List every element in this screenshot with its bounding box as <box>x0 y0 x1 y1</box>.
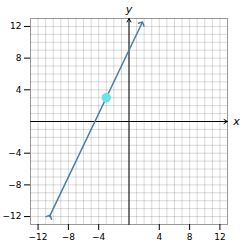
svg-text:−4: −4 <box>92 232 106 242</box>
svg-text:−4: −4 <box>8 148 22 158</box>
svg-text:y: y <box>125 3 133 16</box>
svg-text:x: x <box>232 115 240 128</box>
svg-text:4: 4 <box>156 232 162 242</box>
svg-text:12: 12 <box>214 232 225 242</box>
svg-text:−12: −12 <box>29 232 48 242</box>
svg-text:8: 8 <box>187 232 193 242</box>
svg-text:−8: −8 <box>8 180 22 190</box>
svg-text:−12: −12 <box>3 211 22 221</box>
svg-text:−8: −8 <box>62 232 76 242</box>
svg-text:12: 12 <box>10 21 21 31</box>
svg-text:4: 4 <box>16 85 22 95</box>
svg-text:8: 8 <box>16 53 22 63</box>
